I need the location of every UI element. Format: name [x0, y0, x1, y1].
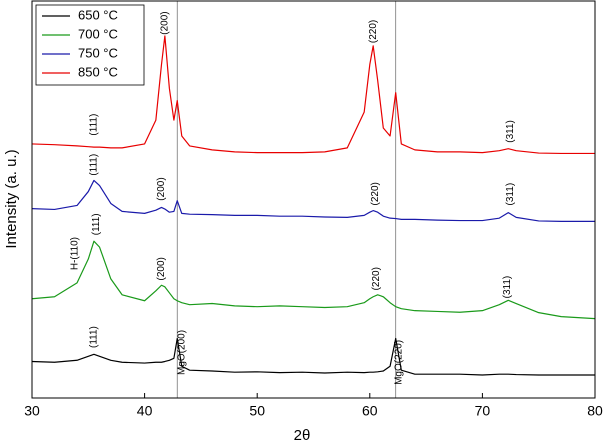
peak-annotation: (111) — [89, 326, 100, 348]
data-line — [31, 35, 595, 155]
data-line — [31, 179, 595, 222]
peak-annotation: (220) — [370, 182, 381, 205]
x-axis-label: 2θ — [294, 427, 311, 444]
legend-label: 650 °C — [78, 7, 118, 22]
peak-annotation: (111) — [91, 213, 102, 235]
data-line — [31, 240, 596, 320]
peak-annotation: (311) — [505, 183, 516, 206]
x-tick-label: 40 — [137, 403, 153, 419]
x-tick-label: 50 — [249, 403, 265, 419]
peak-annotation: (200) — [160, 11, 171, 34]
legend-label: 700 °C — [78, 26, 118, 41]
peak-annotation: (311) — [505, 120, 516, 143]
peak-annotation: (200) — [156, 177, 167, 200]
legend-label: 750 °C — [78, 45, 118, 60]
peak-annotation: MgO(200) — [176, 330, 187, 375]
y-axis-label: Intensity (a. u.) — [3, 149, 20, 248]
peak-annotation: (111) — [89, 154, 100, 176]
data-line — [31, 337, 595, 376]
peak-annotation: (220) — [368, 20, 379, 43]
peak-annotation: (311) — [502, 276, 513, 299]
peak-annotation: (200) — [156, 257, 167, 280]
x-tick-label: 80 — [587, 403, 603, 419]
peak-annotation: MgO(220) — [394, 340, 405, 385]
peak-annotation: (111) — [89, 114, 100, 136]
x-tick-label: 70 — [475, 403, 491, 419]
peak-annotation: H-(110) — [69, 237, 80, 270]
legend-label: 850 °C — [78, 64, 118, 79]
legend-box — [35, 4, 145, 86]
x-tick-label: 60 — [362, 403, 378, 419]
peak-annotation: (220) — [371, 267, 382, 290]
plot-frame — [31, 0, 596, 399]
x-tick-label: 30 — [24, 403, 40, 419]
